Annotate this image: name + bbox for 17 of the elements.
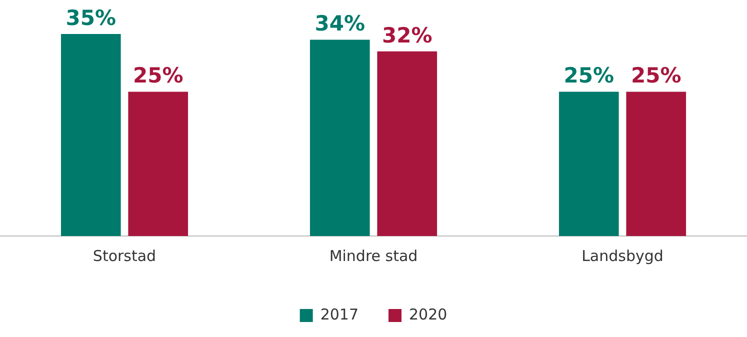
bar <box>310 40 370 236</box>
bar <box>128 92 188 236</box>
data-label: 25% <box>132 64 184 88</box>
x-tick-label: Landsbygd <box>582 246 664 265</box>
data-label: 34% <box>314 12 366 36</box>
data-label: 32% <box>382 23 432 48</box>
legend-label: 2020 <box>409 305 448 324</box>
x-tick-label: Storstad <box>92 246 156 265</box>
data-label: 35% <box>66 6 116 30</box>
bar <box>558 92 619 236</box>
bar <box>626 92 686 236</box>
bar <box>60 34 121 236</box>
legend-label: 2017 <box>320 305 359 324</box>
x-tick-label: Mindre stad <box>329 246 418 265</box>
data-label: 25% <box>630 64 682 88</box>
data-label: 25% <box>564 64 614 88</box>
bar <box>377 51 438 236</box>
